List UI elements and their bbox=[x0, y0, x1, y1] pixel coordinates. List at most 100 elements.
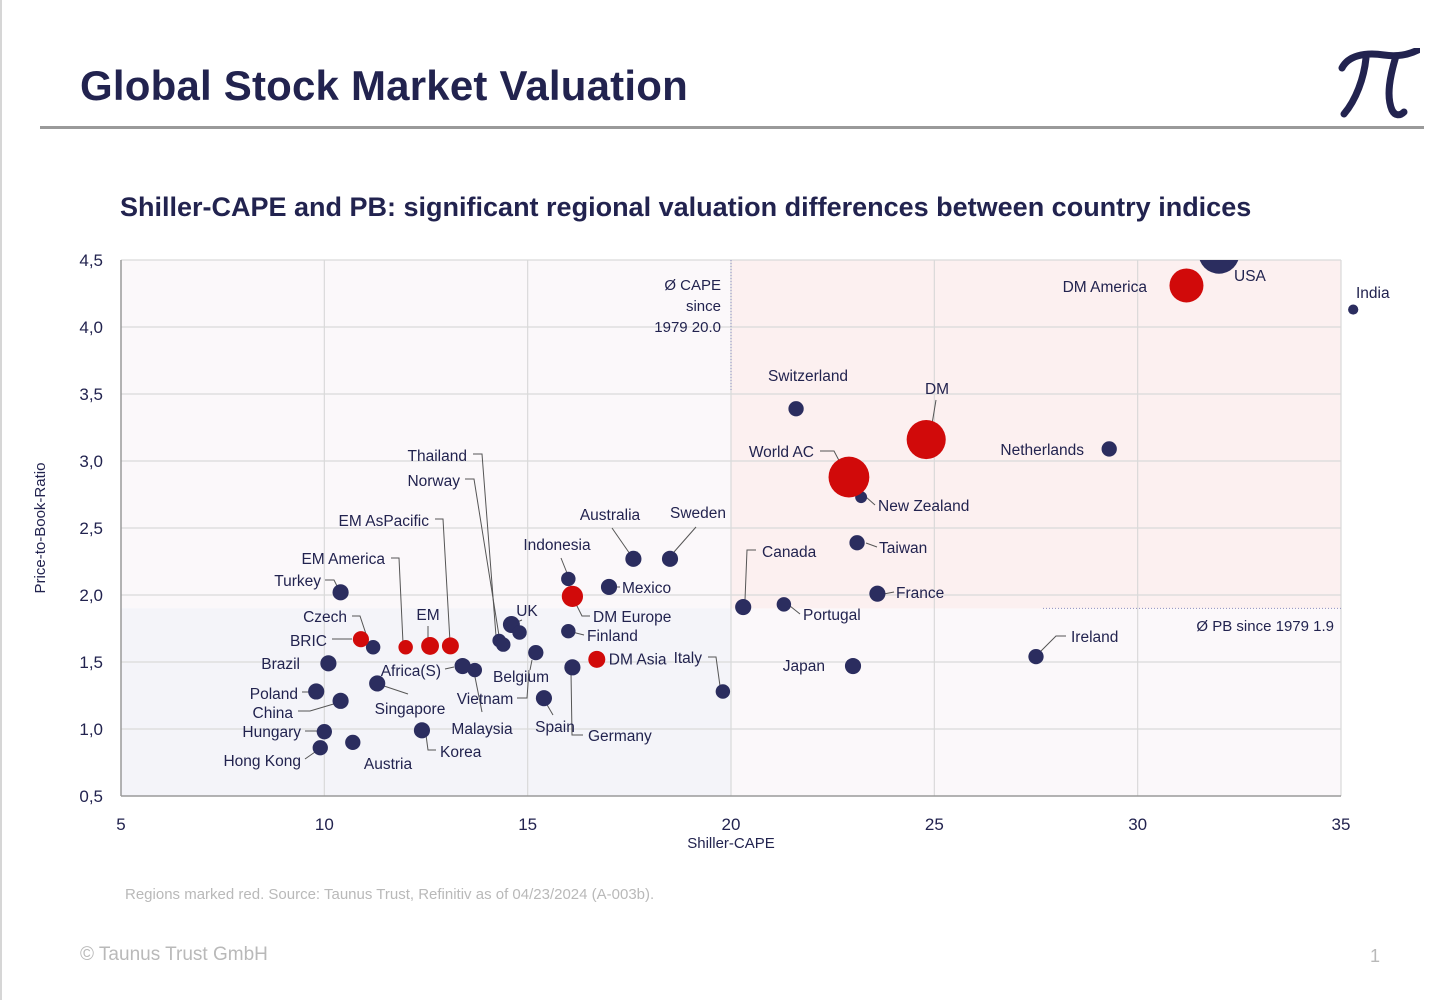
point-label-hungary: Hungary bbox=[242, 724, 301, 741]
marker-hungary bbox=[316, 724, 332, 740]
marker-belgium bbox=[528, 644, 544, 661]
marker-usa bbox=[1199, 260, 1239, 274]
leader-line bbox=[473, 671, 483, 713]
point-label-dm-america: DM America bbox=[1063, 279, 1148, 296]
expensive-zone bbox=[731, 260, 1341, 609]
point-label-bric: BRIC bbox=[290, 633, 327, 650]
marker-switzerland bbox=[788, 401, 804, 417]
marker-mexico bbox=[600, 578, 618, 596]
point-label-mexico: Mexico bbox=[622, 580, 671, 597]
marker-dm-asia bbox=[588, 650, 606, 668]
x-tick-label: 25 bbox=[925, 815, 944, 834]
leader-line bbox=[865, 542, 878, 548]
point-label-malaysia: Malaysia bbox=[451, 721, 513, 738]
marker-czech bbox=[365, 640, 381, 655]
x-tick-label: 20 bbox=[722, 815, 741, 834]
marker-spain bbox=[535, 690, 553, 707]
marker-france bbox=[869, 585, 886, 602]
point-label-turkey: Turkey bbox=[274, 573, 321, 590]
point-label-belgium: Belgium bbox=[493, 669, 549, 686]
marker-dm-europe bbox=[561, 585, 584, 607]
marker-sweden bbox=[661, 550, 679, 567]
marker-em-america bbox=[398, 640, 413, 655]
marker-ireland bbox=[1028, 648, 1044, 665]
x-tick-label: 10 bbox=[315, 815, 334, 834]
leader-line bbox=[444, 666, 455, 670]
leader-line bbox=[435, 518, 451, 643]
point-label-africa-s-: Africa(S) bbox=[381, 663, 441, 680]
marker-japan bbox=[844, 657, 862, 675]
point-label-em-aspacific: EM AsPacific bbox=[339, 513, 430, 530]
leader-line bbox=[865, 496, 876, 506]
pi-logo-icon bbox=[1338, 48, 1420, 119]
marker-india bbox=[1348, 304, 1359, 315]
marker-brazil bbox=[320, 655, 337, 672]
y-tick-label: 0,5 bbox=[79, 787, 103, 806]
point-label-em-america: EM America bbox=[301, 551, 385, 568]
point-label-ireland: Ireland bbox=[1071, 629, 1118, 646]
pb-average-label: Ø PB since 1979 1.9 bbox=[1196, 618, 1334, 635]
point-label-hong-kong: Hong Kong bbox=[223, 753, 301, 770]
marker-hong-kong bbox=[312, 740, 328, 756]
point-label-uk: UK bbox=[516, 603, 538, 620]
x-axis-title: Shiller-CAPE bbox=[687, 835, 775, 852]
marker-bric bbox=[352, 631, 370, 648]
point-label-japan: Japan bbox=[783, 658, 825, 675]
marker-poland bbox=[308, 683, 325, 700]
page-left-edge bbox=[0, 0, 2, 1000]
x-tick-label: 30 bbox=[1128, 815, 1147, 834]
leader-line bbox=[883, 591, 895, 595]
leader-line bbox=[560, 557, 568, 574]
y-tick-label: 3,0 bbox=[79, 452, 103, 471]
marker-vietnam bbox=[512, 625, 527, 640]
marker-korea bbox=[413, 722, 431, 739]
point-label-dm-europe: DM Europe bbox=[593, 609, 671, 626]
marker-africa-s- bbox=[454, 657, 471, 675]
leader-line bbox=[708, 656, 721, 687]
leader-line bbox=[298, 702, 338, 712]
point-label-dm: DM bbox=[925, 381, 949, 398]
point-label-usa: USA bbox=[1234, 268, 1267, 285]
point-label-thailand: Thailand bbox=[408, 448, 467, 465]
point-label-canada: Canada bbox=[762, 544, 817, 561]
leader-line bbox=[352, 615, 369, 641]
point-label-italy: Italy bbox=[674, 650, 703, 667]
point-label-spain: Spain bbox=[535, 719, 575, 736]
point-label-france: France bbox=[896, 585, 944, 602]
point-label-dm-asia: DM Asia bbox=[609, 651, 667, 668]
leader-line bbox=[529, 659, 533, 671]
y-tick-label: 1,0 bbox=[79, 720, 103, 739]
cape-average-label: since bbox=[686, 298, 721, 315]
marker-austria bbox=[345, 734, 361, 751]
point-label-switzerland: Switzerland bbox=[768, 368, 848, 385]
point-label-india: India bbox=[1356, 285, 1390, 302]
leader-line bbox=[1039, 635, 1066, 653]
marker-australia bbox=[625, 550, 642, 567]
source-note: Regions marked red. Source: Taunus Trust… bbox=[125, 886, 655, 903]
marker-germany bbox=[564, 659, 581, 676]
marker-finland bbox=[561, 623, 576, 639]
marker-china bbox=[332, 692, 349, 709]
marker-norway bbox=[496, 637, 511, 652]
leader-line bbox=[383, 685, 409, 695]
leader-line bbox=[673, 526, 697, 553]
cape-average-label: 1979 20.0 bbox=[654, 319, 721, 336]
leader-line bbox=[789, 605, 801, 615]
leader-line bbox=[575, 603, 590, 617]
marker-canada bbox=[735, 598, 752, 616]
copyright: © Taunus Trust GmbH bbox=[80, 944, 268, 965]
leader-line bbox=[425, 734, 436, 751]
marker-malaysia bbox=[467, 662, 483, 678]
marker-italy bbox=[715, 684, 731, 699]
marker-world-ac bbox=[828, 456, 870, 498]
y-tick-label: 2,0 bbox=[79, 586, 103, 605]
point-label-sweden: Sweden bbox=[670, 505, 726, 522]
point-label-norway: Norway bbox=[407, 473, 460, 490]
marker-netherlands bbox=[1101, 441, 1117, 457]
marker-em bbox=[421, 636, 439, 655]
leader-line bbox=[465, 478, 501, 643]
x-tick-label: 15 bbox=[518, 815, 537, 834]
marker-singapore bbox=[369, 675, 386, 692]
point-label-germany: Germany bbox=[588, 728, 652, 745]
